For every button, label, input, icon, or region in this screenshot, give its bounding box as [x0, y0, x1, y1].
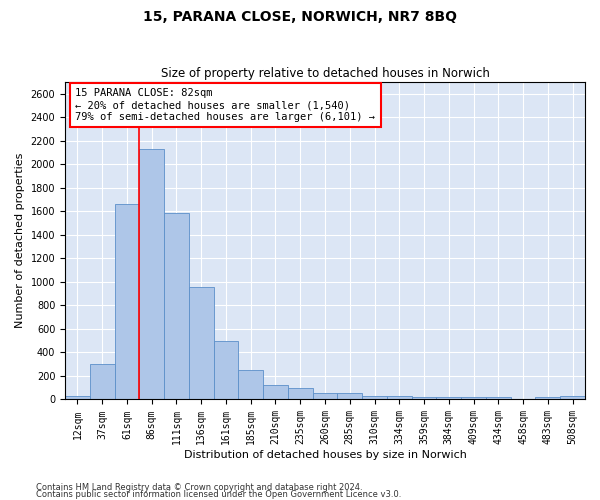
Bar — [189, 286, 214, 400]
Bar — [387, 396, 412, 400]
Title: Size of property relative to detached houses in Norwich: Size of property relative to detached ho… — [161, 66, 490, 80]
Bar — [90, 364, 115, 400]
Bar — [486, 397, 511, 400]
Text: Contains public sector information licensed under the Open Government Licence v3: Contains public sector information licen… — [36, 490, 401, 499]
Text: Contains HM Land Registry data © Crown copyright and database right 2024.: Contains HM Land Registry data © Crown c… — [36, 484, 362, 492]
Bar — [337, 393, 362, 400]
Bar — [65, 396, 90, 400]
Y-axis label: Number of detached properties: Number of detached properties — [15, 153, 25, 328]
Text: 15, PARANA CLOSE, NORWICH, NR7 8BQ: 15, PARANA CLOSE, NORWICH, NR7 8BQ — [143, 10, 457, 24]
Bar — [436, 397, 461, 400]
X-axis label: Distribution of detached houses by size in Norwich: Distribution of detached houses by size … — [184, 450, 466, 460]
Bar — [263, 386, 288, 400]
Bar — [238, 370, 263, 400]
Bar — [412, 397, 436, 400]
Bar — [313, 393, 337, 400]
Bar — [560, 396, 585, 400]
Bar — [461, 397, 486, 400]
Bar — [139, 149, 164, 400]
Bar — [511, 399, 535, 400]
Bar — [288, 388, 313, 400]
Text: 15 PARANA CLOSE: 82sqm
← 20% of detached houses are smaller (1,540)
79% of semi-: 15 PARANA CLOSE: 82sqm ← 20% of detached… — [76, 88, 376, 122]
Bar — [164, 212, 189, 400]
Bar — [115, 204, 139, 400]
Bar — [362, 396, 387, 400]
Bar — [214, 340, 238, 400]
Bar — [535, 397, 560, 400]
